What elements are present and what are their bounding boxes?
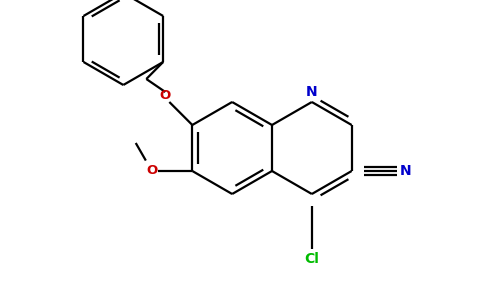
- Text: O: O: [146, 164, 157, 178]
- Text: N: N: [306, 85, 318, 99]
- Text: O: O: [160, 88, 171, 101]
- Text: N: N: [400, 164, 411, 178]
- Text: Cl: Cl: [304, 252, 319, 266]
